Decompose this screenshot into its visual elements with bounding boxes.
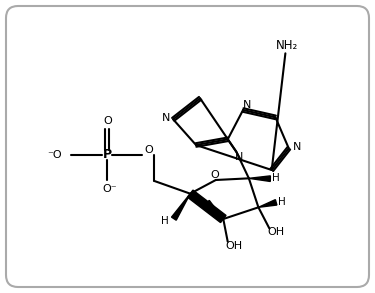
Polygon shape [249, 176, 270, 181]
Text: N: N [243, 100, 251, 110]
Polygon shape [188, 190, 226, 223]
Text: H: H [278, 197, 286, 207]
Text: N: N [292, 142, 301, 152]
Text: H: H [273, 173, 280, 183]
Text: NH₂: NH₂ [276, 39, 298, 52]
Text: N: N [235, 152, 243, 162]
FancyBboxPatch shape [6, 6, 369, 287]
Polygon shape [171, 194, 190, 220]
Text: OH: OH [268, 227, 285, 237]
Text: H: H [161, 216, 169, 226]
Text: O: O [144, 145, 153, 155]
Text: OH: OH [225, 241, 242, 251]
Text: O: O [210, 170, 219, 180]
Text: O: O [103, 116, 112, 126]
Text: H: H [194, 196, 201, 206]
Polygon shape [205, 200, 223, 219]
Text: P: P [103, 148, 112, 161]
Text: ⁻O: ⁻O [48, 150, 62, 160]
Text: N: N [162, 113, 170, 123]
Polygon shape [258, 200, 277, 207]
Text: O⁻: O⁻ [102, 184, 117, 194]
